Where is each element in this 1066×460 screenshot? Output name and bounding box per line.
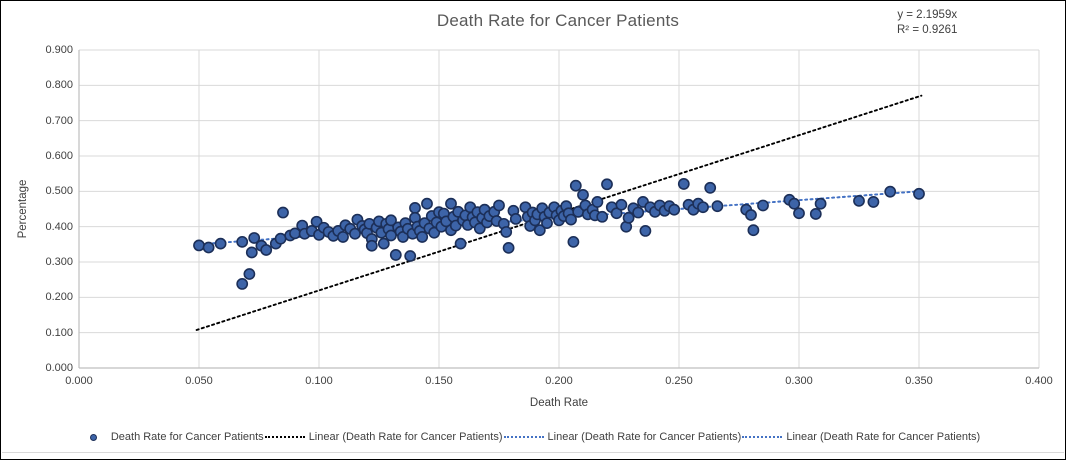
scatter-point	[416, 231, 429, 243]
scatter-point	[509, 212, 522, 225]
scatter-point	[569, 179, 582, 192]
scatter-point	[377, 237, 390, 250]
x-tick-label: 0.350	[905, 375, 933, 387]
scatter-point	[668, 203, 681, 216]
legend-item: Death Rate for Cancer Patients	[86, 431, 264, 443]
legend-dotted-line-icon	[264, 436, 305, 438]
scatter-point	[757, 199, 769, 212]
y-tick-label: 0.200	[45, 291, 73, 304]
scatter-point	[365, 239, 378, 252]
scatter-point	[236, 278, 249, 290]
scatter-point	[601, 178, 613, 191]
scatter-point	[385, 214, 397, 227]
scatter-point	[349, 227, 361, 240]
x-tick-label: 0.100	[305, 375, 333, 387]
scatter-point	[747, 224, 760, 237]
scatter-point	[243, 268, 256, 280]
legend-dotted-line-icon	[742, 436, 783, 438]
y-tick-label: 0.400	[45, 220, 73, 233]
scatter-point	[454, 237, 467, 250]
scatter-point	[615, 198, 628, 211]
equation-line: y = 2.1959x	[897, 9, 958, 21]
legend-item: Linear (Death Rate for Cancer Patients)	[503, 431, 742, 443]
scatter-point	[745, 209, 757, 221]
x-axis-title: Death Rate	[529, 397, 589, 409]
x-tick-label: 0.400	[1025, 375, 1053, 387]
scatter-point	[248, 232, 261, 244]
scatter-point	[596, 210, 609, 223]
scatter-point	[793, 207, 805, 220]
scatter-point	[193, 239, 205, 252]
x-tick-label: 0.000	[65, 375, 93, 387]
scatter-point	[809, 208, 822, 220]
scatter-point	[337, 231, 349, 243]
x-tick-label: 0.200	[545, 375, 573, 387]
scatter-point	[913, 187, 925, 200]
scatter-point	[632, 206, 645, 219]
y-tick-label: 0.100	[45, 326, 73, 339]
scatter-point	[697, 201, 709, 214]
scatter-point	[409, 202, 421, 214]
scatter-point	[814, 197, 827, 210]
x-tick-label: 0.050	[185, 375, 213, 387]
y-tick-label: 0.000	[45, 362, 73, 374]
scatter-point	[202, 241, 215, 254]
x-tick-label: 0.250	[665, 375, 693, 387]
scatter-point	[533, 224, 546, 237]
x-tick-label: 0.300	[785, 375, 813, 387]
scatter-point	[500, 226, 513, 238]
chart-title: Death Rate for Cancer Patients	[436, 11, 680, 30]
legend-item: Linear (Death Rate for Cancer Patients)	[741, 431, 980, 443]
y-tick-label: 0.900	[45, 44, 73, 56]
x-tick-label: 0.150	[425, 375, 453, 387]
scatter-point	[591, 196, 604, 208]
legend-label: Linear (Death Rate for Cancer Patients)	[308, 431, 503, 443]
legend-dotted-line-icon	[503, 436, 544, 438]
scatter-point	[385, 229, 397, 242]
scatter-point	[704, 181, 717, 194]
y-tick-label: 0.300	[45, 256, 73, 268]
scatter-point	[677, 178, 690, 190]
scatter-point	[404, 250, 417, 262]
y-axis-title: Percentage	[17, 179, 29, 239]
chart-legend: Death Rate for Cancer Patients Linear (De…	[1, 431, 1065, 443]
scatter-point	[565, 213, 577, 226]
legend-label: Linear (Death Rate for Cancer Patients)	[786, 431, 981, 443]
y-tick-label: 0.500	[45, 185, 73, 198]
scatter-point	[493, 199, 505, 212]
bottom-divider	[2, 452, 1064, 453]
scatter-point	[541, 217, 553, 230]
scatter-point	[260, 244, 273, 256]
legend-label: Linear (Death Rate for Cancer Patients)	[547, 431, 742, 443]
scatter-point	[502, 241, 515, 254]
legend-marker-icon	[89, 433, 97, 441]
scatter-point	[639, 225, 652, 237]
y-tick-label: 0.700	[45, 114, 73, 127]
scatter-point	[245, 246, 258, 259]
legend-item: Linear (Death Rate for Cancer Patients)	[264, 431, 503, 443]
r-squared-line: R² = 0.9261	[897, 24, 958, 36]
scatter-point	[274, 232, 287, 245]
scatter-point	[867, 196, 880, 208]
scatter-point	[389, 249, 402, 261]
scatter-point	[711, 200, 724, 213]
scatter-point	[214, 237, 227, 250]
scatter-point	[445, 197, 457, 210]
scatter-point	[421, 197, 433, 210]
scatter-point	[277, 206, 289, 219]
scatter-point	[577, 188, 589, 201]
scatter-point	[788, 197, 801, 210]
scatter-point	[853, 194, 865, 207]
trendline-equation: y = 2.1959x R² = 0.9261	[897, 8, 957, 38]
y-tick-label: 0.600	[45, 150, 73, 162]
y-tick-label: 0.800	[45, 79, 73, 92]
scatter-point	[884, 185, 897, 198]
scatter-point	[236, 235, 249, 248]
legend-label: Death Rate for Cancer Patients	[110, 431, 264, 443]
scatter-point	[567, 235, 580, 248]
scatter-point	[622, 211, 635, 224]
